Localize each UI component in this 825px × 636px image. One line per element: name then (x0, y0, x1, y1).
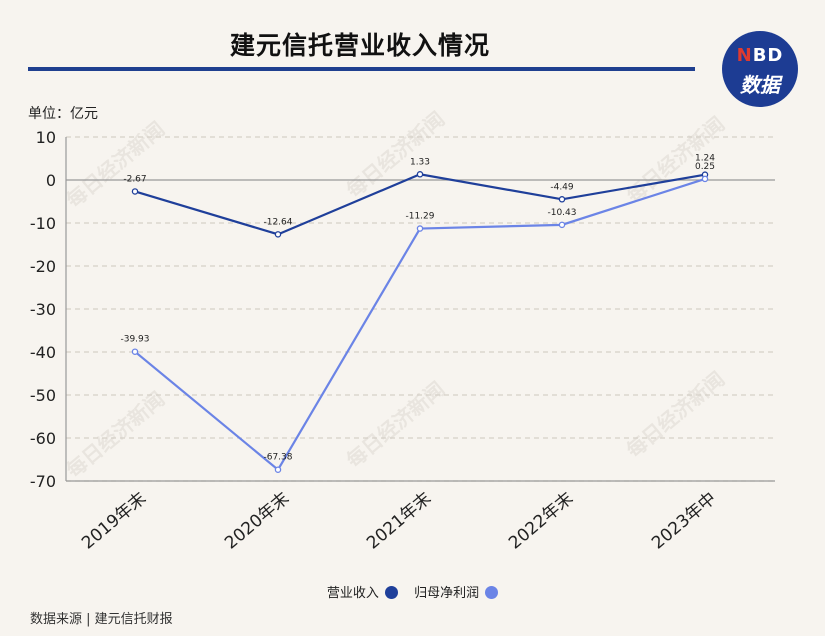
data-label-net-profit: -39.93 (120, 335, 149, 345)
chart-title: 建元信托营业收入情况 (229, 31, 490, 60)
y-tick-label: -10 (30, 214, 56, 233)
data-point-net-profit (274, 466, 282, 473)
data-labels: -2.67 -12.64 1.33 -4.49 1.24 -39.93 -67.38 -11.… (120, 154, 715, 463)
y-tick-label: 10 (36, 128, 56, 147)
logo-data-text: 数据 (740, 73, 780, 97)
watermark-text: 每日经济新闻 (622, 367, 729, 463)
logo-bd: BD (752, 45, 784, 66)
data-label-net-profit: -67.38 (263, 453, 292, 463)
source-note: 数据来源 | 建元信托财报 (30, 612, 173, 627)
data-point-revenue (274, 231, 282, 238)
x-axis-ticks: 2019年末 2020年末 2021年末 2022年末 2023年中 (78, 489, 720, 554)
watermark-text: 每日经济新闻 (342, 107, 449, 203)
data-point-revenue (131, 188, 139, 195)
logo-n: N (736, 45, 753, 66)
x-tick-label: 2023年中 (648, 489, 720, 554)
data-label-revenue: 1.33 (410, 157, 430, 167)
legend-label-revenue: 营业收入 (326, 586, 379, 601)
x-tick-label: 2022年末 (505, 489, 577, 554)
watermark-text: 每日经济新闻 (62, 117, 169, 213)
legend-item-net-profit[interactable]: 归母净利润 (414, 582, 499, 601)
x-tick-label: 2020年末 (221, 489, 293, 554)
y-tick-label: -70 (30, 472, 56, 491)
data-label-revenue: -12.64 (263, 217, 292, 227)
data-label-revenue: -4.49 (550, 182, 574, 192)
legend-swatch-revenue (384, 586, 398, 599)
x-tick-label: 2019年末 (78, 489, 150, 554)
data-label-revenue: -2.67 (123, 174, 146, 184)
axes (65, 137, 775, 482)
data-label-net-profit: -11.29 (405, 212, 434, 222)
series-points (131, 171, 709, 473)
data-label-revenue: 1.24 (695, 154, 715, 164)
watermark-text: 每日经济新闻 (62, 387, 169, 483)
data-label-net-profit: 0.25 (695, 162, 715, 172)
data-point-revenue (558, 196, 566, 203)
unit-label: 单位：亿元 (28, 106, 98, 122)
y-tick-label: -30 (30, 300, 56, 319)
data-point-net-profit (558, 221, 566, 229)
nbd-logo: NBD 数据 (722, 31, 798, 107)
watermark-text: 每日经济新闻 (342, 377, 449, 473)
title-underline (28, 67, 695, 71)
data-point-net-profit (416, 225, 424, 232)
x-tick-label: 2021年末 (363, 489, 435, 554)
y-tick-label: -40 (30, 343, 56, 362)
legend-item-revenue[interactable]: 营业收入 (327, 582, 398, 601)
y-tick-label: -20 (30, 257, 56, 276)
y-tick-label: -50 (30, 386, 56, 405)
legend-label-net-profit: 归母净利润 (414, 586, 480, 601)
legend-swatch-net-profit (485, 586, 499, 599)
y-axis-ticks: 10 0 -10 -20 -30 -40 -50 -60 -70 (30, 128, 56, 491)
y-tick-label: 0 (46, 171, 56, 190)
grid-lines (66, 136, 775, 482)
data-point-revenue (416, 171, 424, 178)
data-label-net-profit: -10.43 (547, 208, 576, 218)
data-point-net-profit (701, 175, 709, 183)
data-point-net-profit (131, 348, 139, 355)
legend: 营业收入 归母净利润 (0, 582, 825, 601)
y-tick-label: -60 (30, 429, 56, 448)
